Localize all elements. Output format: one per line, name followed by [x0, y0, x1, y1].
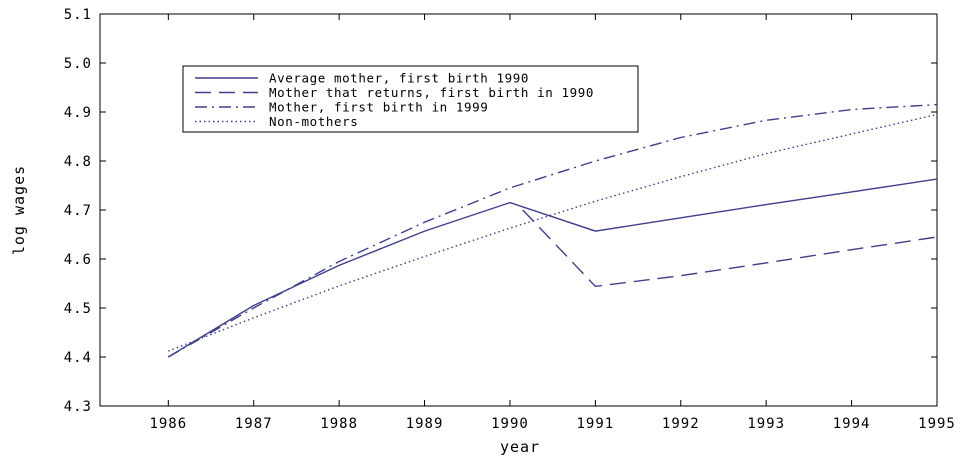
- series-layer: [167, 103, 938, 358]
- x-tick-label: 1993: [747, 416, 785, 432]
- y-axis-label: log wages: [10, 165, 28, 255]
- series-line-dotted: [168, 113, 938, 352]
- x-tick-label: 1989: [406, 416, 444, 432]
- y-tick-label: 5.0: [64, 56, 92, 72]
- legend-label: Mother that returns, first birth in 1990: [269, 85, 594, 100]
- x-tick-label: 1990: [491, 416, 529, 432]
- legend-label: Non-mothers: [269, 114, 358, 129]
- x-axis-label: year: [500, 438, 540, 456]
- y-axis: 4.3 4.4 4.5 4.6 4.7 4.8 4.9 5.0 5.1: [64, 7, 937, 415]
- legend-label: Mother, first birth in 1999: [269, 100, 488, 115]
- y-tick-label: 5.1: [64, 7, 92, 23]
- series-line-solid: [167, 178, 938, 358]
- y-tick-label: 4.6: [64, 252, 92, 268]
- y-tick-label: 4.9: [64, 105, 92, 121]
- x-tick-label: 1992: [662, 416, 700, 432]
- x-tick-label: 1987: [235, 416, 273, 432]
- x-tick-label: 1994: [833, 416, 871, 432]
- series-line-dashed: [522, 209, 938, 288]
- y-tick-label: 4.4: [64, 350, 92, 366]
- x-tick-label: 1988: [320, 416, 358, 432]
- x-axis: 1986 1987 1988 1989 1990 1991 1992 1993 1994 1995: [149, 14, 955, 432]
- y-tick-label: 4.3: [64, 399, 92, 415]
- x-tick-label: 1995: [918, 416, 956, 432]
- legend-label: Average mother, first birth 1990: [269, 71, 529, 86]
- x-tick-label: 1991: [577, 416, 615, 432]
- y-tick-label: 4.8: [64, 154, 92, 170]
- series-line-dashdot: [167, 103, 938, 358]
- x-tick-label: 1986: [149, 416, 187, 432]
- y-tick-label: 4.7: [64, 203, 92, 219]
- y-tick-label: 4.5: [64, 301, 92, 317]
- legend-box: [182, 65, 639, 133]
